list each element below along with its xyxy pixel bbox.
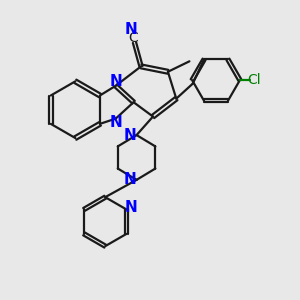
Text: N: N: [124, 128, 136, 142]
Text: N: N: [109, 74, 122, 89]
Text: C: C: [128, 31, 138, 45]
Text: N: N: [124, 200, 137, 215]
Text: N: N: [109, 115, 122, 130]
Text: N: N: [124, 172, 136, 188]
Text: N: N: [125, 22, 138, 37]
Text: Cl: Cl: [248, 73, 261, 87]
